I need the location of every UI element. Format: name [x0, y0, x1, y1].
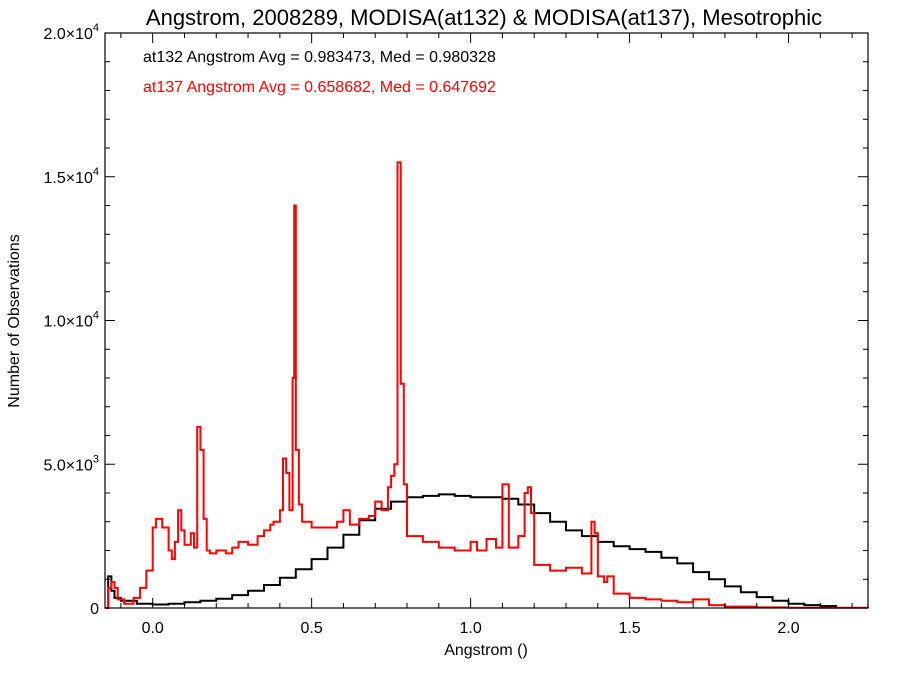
x-tick-label: 1.0 — [459, 620, 481, 637]
chart-title: Angstrom, 2008289, MODISA(at132) & MODIS… — [146, 5, 822, 30]
ticks-layer: 0.0 0.5 1.0 1.5 2.0 0 5.0×103 1.0×104 1.5×104 2.0… — [43, 22, 868, 637]
series-layer — [105, 161, 869, 609]
y-tick-label: 5.0×103 — [43, 453, 99, 474]
series-line-1 — [105, 161, 869, 609]
x-tick-label: 2.0 — [777, 620, 799, 637]
x-axis-label: Angstrom () — [444, 642, 528, 659]
y-axis-label: Number of Observations — [6, 234, 23, 407]
annotation-at132: at132 Angstrom Avg = 0.983473, Med = 0.9… — [143, 49, 496, 66]
x-tick-label: 0.0 — [142, 620, 164, 637]
x-tick-label: 0.5 — [301, 620, 323, 637]
x-tick-label: 1.5 — [618, 620, 640, 637]
plot-frame — [104, 32, 869, 609]
annotation-at137: at137 Angstrom Avg = 0.658682, Med = 0.6… — [143, 79, 496, 96]
y-tick-label: 0 — [90, 601, 99, 618]
y-tick-label: 1.0×104 — [43, 310, 99, 331]
series-line-0 — [105, 493, 838, 609]
y-tick-label: 1.5×104 — [43, 166, 99, 187]
y-tick-label: 2.0×104 — [43, 22, 99, 43]
